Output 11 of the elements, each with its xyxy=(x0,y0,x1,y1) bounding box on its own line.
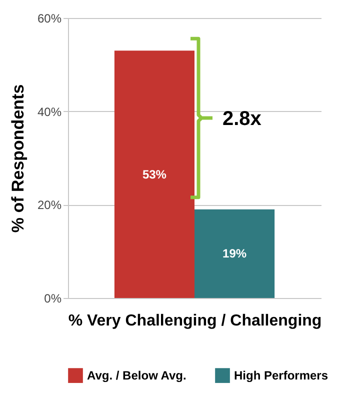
y-tick-label: 20% xyxy=(37,198,62,212)
data-label: 53% xyxy=(142,167,167,182)
y-tick-label: 40% xyxy=(37,104,62,119)
annotation: 2.8x xyxy=(222,108,262,130)
y-tick-label: 60% xyxy=(37,12,62,26)
x-axis-title: % Very Challenging / Challenging xyxy=(68,312,322,330)
data-label: 19% xyxy=(222,246,247,261)
legend-label: Avg. / Below Avg. xyxy=(87,368,186,383)
y-tick-label: 0% xyxy=(44,292,62,306)
y-axis-title: % of Respondents xyxy=(8,84,28,233)
legend-label: High Performers xyxy=(234,368,328,383)
